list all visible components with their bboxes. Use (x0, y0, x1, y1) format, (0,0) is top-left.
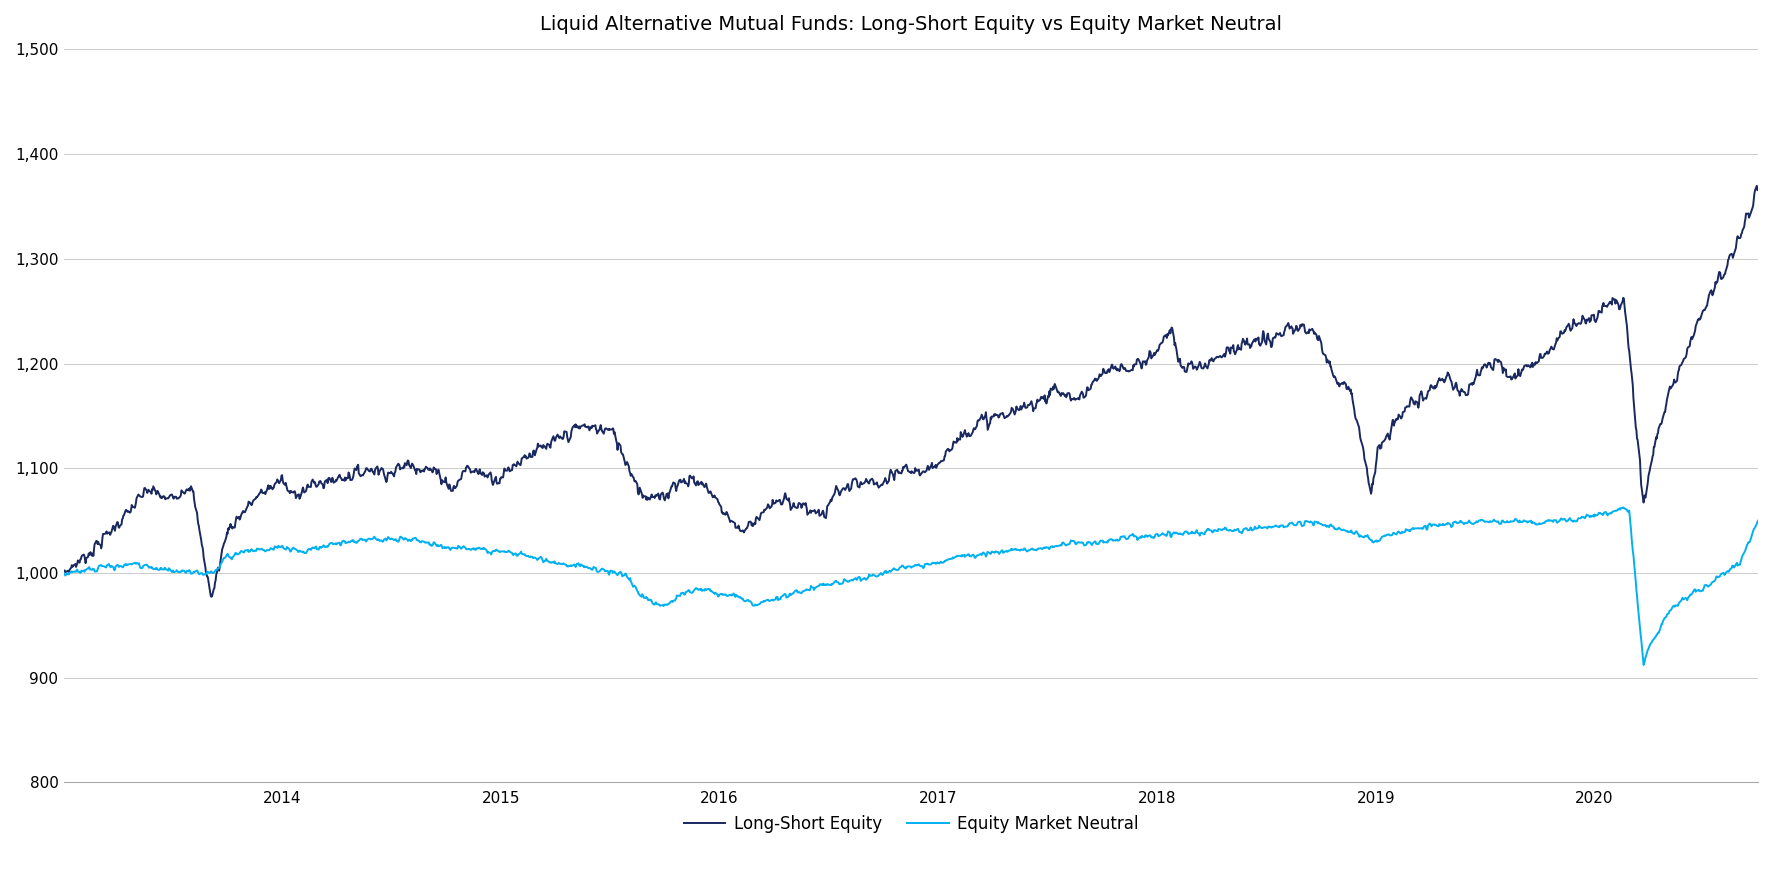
Title: Liquid Alternative Mutual Funds: Long-Short Equity vs Equity Market Neutral: Liquid Alternative Mutual Funds: Long-Sh… (541, 15, 1282, 34)
Line: Equity Market Neutral: Equity Market Neutral (64, 508, 1759, 664)
Line: Long-Short Equity: Long-Short Equity (64, 186, 1759, 597)
Legend: Long-Short Equity, Equity Market Neutral: Long-Short Equity, Equity Market Neutral (677, 809, 1145, 840)
